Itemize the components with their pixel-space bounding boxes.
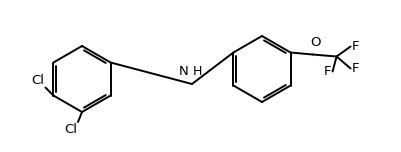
Text: F: F (352, 40, 359, 53)
Text: Cl: Cl (64, 123, 77, 136)
Text: F: F (352, 62, 359, 75)
Text: Cl: Cl (31, 74, 45, 86)
Text: N: N (178, 65, 188, 78)
Text: H: H (193, 65, 203, 78)
Text: F: F (324, 65, 332, 78)
Text: O: O (310, 36, 321, 48)
